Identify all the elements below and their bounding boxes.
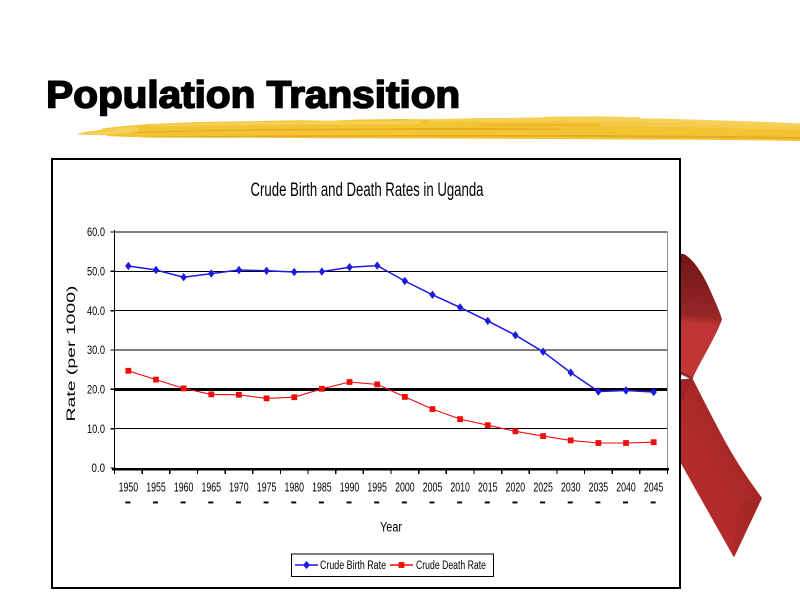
svg-text:Crude Birth Rate: Crude Birth Rate bbox=[320, 560, 386, 572]
svg-text:2045: 2045 bbox=[644, 480, 664, 495]
svg-text:2025: 2025 bbox=[533, 480, 553, 495]
svg-text:2035: 2035 bbox=[589, 480, 609, 495]
svg-text:1995: 1995 bbox=[367, 480, 387, 495]
svg-text:Rate (per 1000): Rate (per 1000) bbox=[64, 285, 78, 421]
svg-text:2000: 2000 bbox=[395, 480, 415, 495]
svg-text:2040: 2040 bbox=[616, 480, 636, 495]
svg-text:1950: 1950 bbox=[119, 480, 139, 495]
svg-text:2030: 2030 bbox=[561, 480, 581, 495]
svg-text:60.0: 60.0 bbox=[87, 227, 105, 239]
svg-text:30.0: 30.0 bbox=[87, 345, 105, 357]
svg-text:2010: 2010 bbox=[450, 480, 470, 495]
svg-text:50.0: 50.0 bbox=[87, 266, 105, 278]
svg-text:1960: 1960 bbox=[174, 480, 194, 495]
svg-text:2005: 2005 bbox=[423, 480, 443, 495]
svg-text:20.0: 20.0 bbox=[87, 384, 105, 396]
svg-text:40.0: 40.0 bbox=[87, 306, 105, 318]
svg-text:1975: 1975 bbox=[257, 480, 277, 495]
svg-text:Crude Death Rate: Crude Death Rate bbox=[416, 560, 486, 572]
svg-text:2015: 2015 bbox=[478, 480, 498, 495]
svg-text:Year: Year bbox=[380, 520, 402, 535]
svg-text:10.0: 10.0 bbox=[87, 424, 105, 436]
svg-text:1985: 1985 bbox=[312, 480, 332, 495]
svg-text:0.0: 0.0 bbox=[92, 463, 106, 475]
svg-text:Population Transition: Population Transition bbox=[46, 75, 460, 117]
svg-text:1955: 1955 bbox=[146, 480, 166, 495]
svg-text:1970: 1970 bbox=[229, 480, 249, 495]
svg-text:1965: 1965 bbox=[202, 480, 222, 495]
svg-text:Crude Birth and Death Rates in: Crude Birth and Death Rates in Uganda bbox=[251, 180, 484, 201]
svg-text:1980: 1980 bbox=[284, 480, 304, 495]
svg-text:1990: 1990 bbox=[340, 480, 360, 495]
svg-text:2020: 2020 bbox=[506, 480, 526, 495]
